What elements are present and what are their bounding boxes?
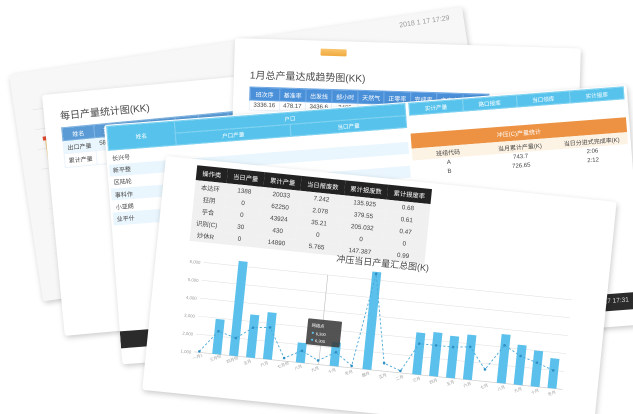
svg-text:冬月: 冬月 <box>344 368 354 377</box>
svg-text:五月: 五月 <box>446 379 455 387</box>
svg-text:4,000: 4,000 <box>186 295 198 301</box>
svg-text:八月: 八月 <box>293 363 302 371</box>
svg-text:十月: 十月 <box>327 366 337 375</box>
svg-text:六月: 六月 <box>259 359 269 368</box>
svg-text:5,000: 5,000 <box>188 277 200 283</box>
svg-text:八月: 八月 <box>496 384 505 392</box>
svg-text:冬月: 冬月 <box>547 388 557 397</box>
svg-text:九月: 九月 <box>310 364 320 373</box>
svg-text:6,000: 6,000 <box>189 259 201 265</box>
svg-text:6,300: 6,300 <box>315 338 326 344</box>
svg-text:1,000: 1,000 <box>180 348 192 354</box>
svg-text:十月: 十月 <box>530 387 540 396</box>
svg-text:四月: 四月 <box>429 377 438 385</box>
svg-text:二月: 二月 <box>395 374 404 382</box>
svg-text:腊月: 腊月 <box>361 370 370 378</box>
svg-text:3,000: 3,000 <box>184 313 196 319</box>
svg-text:六月: 六月 <box>462 380 472 389</box>
svg-text:正月: 正月 <box>378 372 387 380</box>
svg-text:三月: 三月 <box>412 376 421 384</box>
svg-text:五月: 五月 <box>243 358 252 366</box>
svg-text:七月: 七月 <box>479 381 489 390</box>
svg-text:一月1: 一月1 <box>192 352 204 361</box>
svg-text:2,000: 2,000 <box>182 331 194 337</box>
svg-text:6,300: 6,300 <box>316 331 327 337</box>
svg-text:九月: 九月 <box>513 385 523 394</box>
